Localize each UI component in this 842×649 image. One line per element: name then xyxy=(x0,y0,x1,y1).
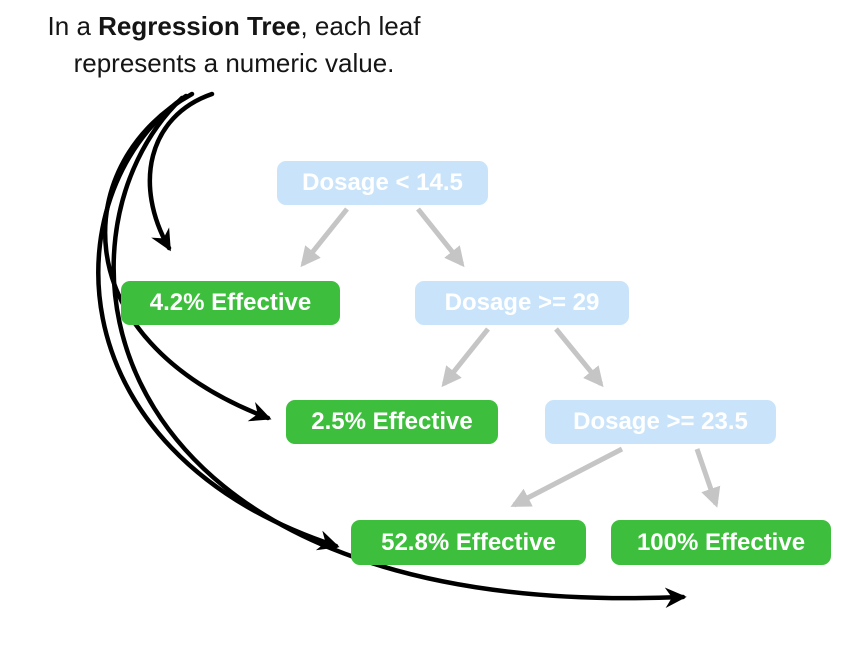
node-label: Dosage < 14.5 xyxy=(302,169,463,196)
node-label: Dosage >= 23.5 xyxy=(573,408,748,435)
node-label: 4.2% Effective xyxy=(149,289,312,316)
leaf-node-52-8-percent-effective: 52.8% Effective xyxy=(351,520,586,565)
node-label: 52.8% Effective xyxy=(381,528,556,556)
edge-dosage-29-to-leaf-2-5 xyxy=(441,327,490,388)
annotation-arrow-to-leaf-52-8 xyxy=(96,93,340,551)
decision-node-dosage-lt-14-5: Dosage < 14.5 xyxy=(277,161,488,205)
annotation-arrow-to-leaf-100 xyxy=(111,95,687,609)
node-label: 100% Effective xyxy=(636,528,806,556)
leaf-node-100-percent-effective: 100% Effective xyxy=(611,520,831,565)
caption-line1-prefix: In a xyxy=(47,11,99,41)
edge-root-to-dosage-29 xyxy=(416,207,465,268)
annotation-arrows xyxy=(96,91,687,609)
node-label: 2.5% Effective xyxy=(311,408,473,435)
tree-edges xyxy=(300,207,721,508)
leaf-node-2-5-percent-effective: 2.5% Effective xyxy=(286,400,498,444)
edge-root-to-leaf-4-2 xyxy=(300,207,349,268)
edge-dosage-29-to-dosage-23-5 xyxy=(554,327,604,388)
annotation-arrow-to-leaf-2-5 xyxy=(102,91,272,422)
caption-line1-bold: Regression Tree xyxy=(98,11,301,41)
node-label: Dosage >= 29 xyxy=(444,289,600,316)
caption-line2: represents a numeric value. xyxy=(73,47,395,78)
leaf-node-4-2-percent-effective: 4.2% Effective xyxy=(121,281,340,325)
edge-dosage-23-5-to-leaf-52-8 xyxy=(510,446,624,508)
annotation-arrow-to-leaf-4-2 xyxy=(147,91,215,252)
decision-node-dosage-gte-29: Dosage >= 29 xyxy=(415,281,629,325)
edge-dosage-23-5-to-leaf-100 xyxy=(694,448,721,508)
caption: In a Regression Tree, each leaf represen… xyxy=(6,8,462,82)
decision-node-dosage-gte-23-5: Dosage >= 23.5 xyxy=(545,400,776,444)
caption-line1-suffix: , each leaf xyxy=(300,11,421,41)
